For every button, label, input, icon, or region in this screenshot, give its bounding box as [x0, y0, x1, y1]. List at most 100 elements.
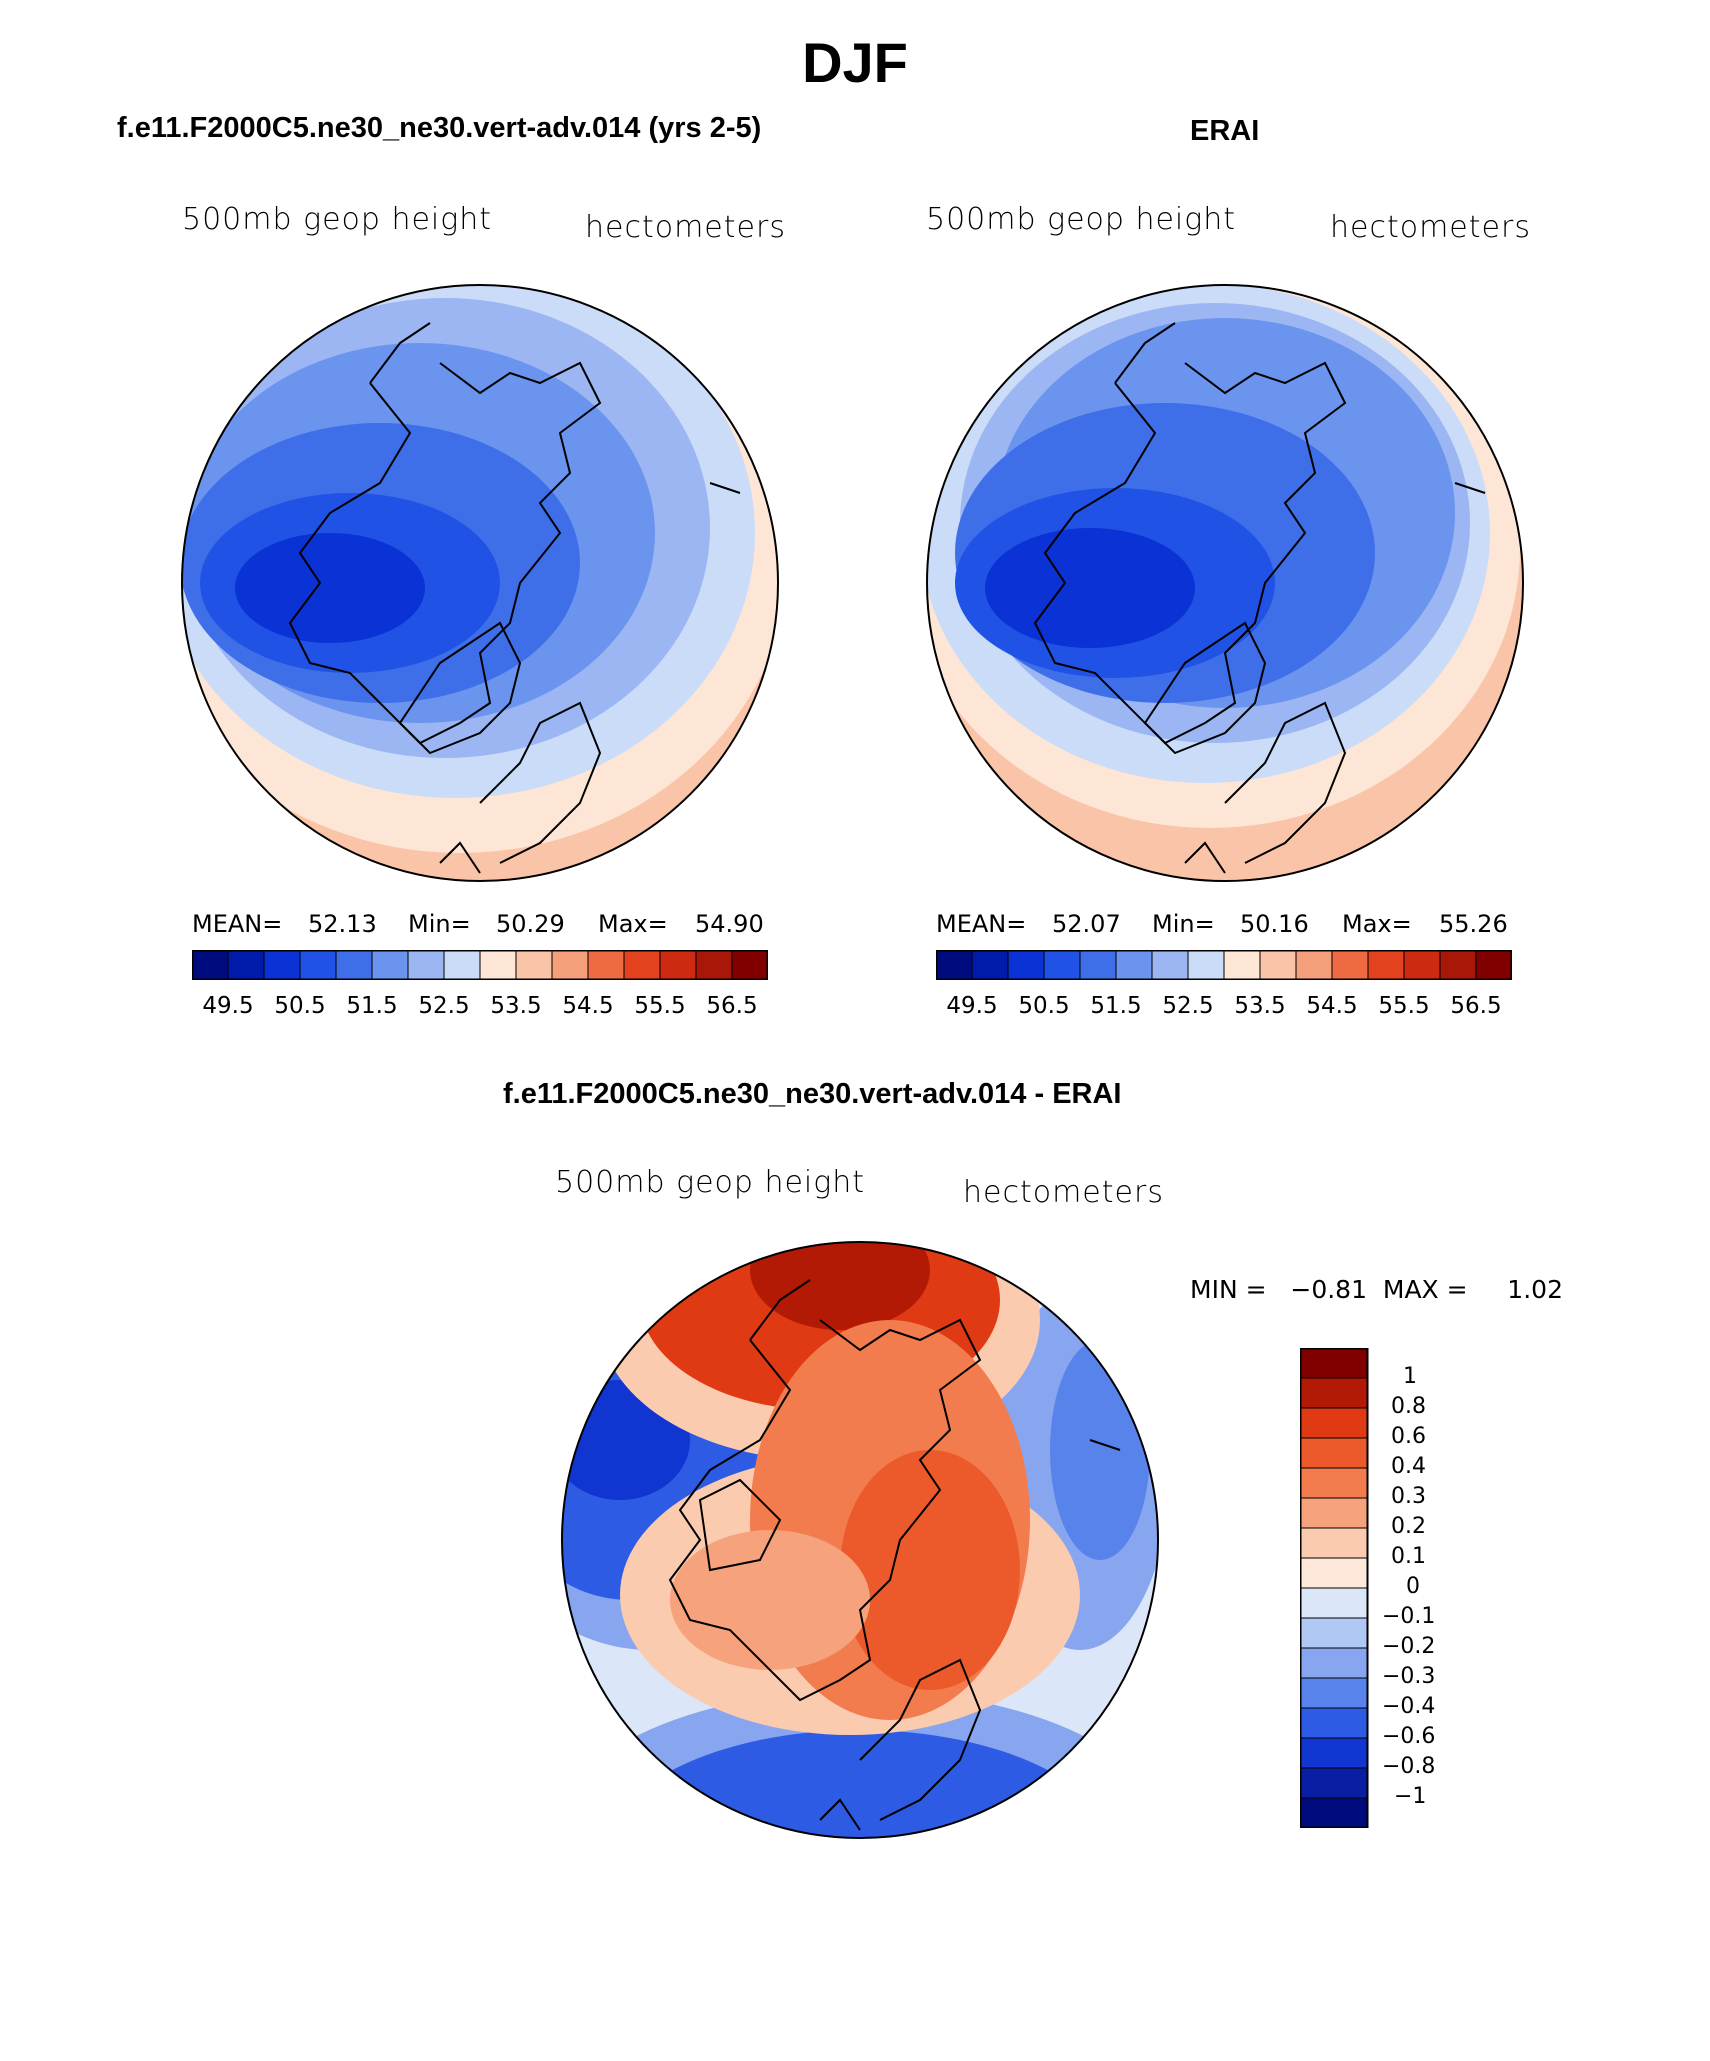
diff-colorbar-label: −0.4 [1382, 1694, 1436, 1719]
colorbar-swatch [936, 950, 973, 980]
model-colorbar-tick: 54.5 [562, 993, 614, 1019]
model-min-label: Min= [408, 910, 471, 938]
diff-contour-pos-greenland [670, 1530, 870, 1670]
diff-colorbar-label: 0.6 [1391, 1424, 1426, 1449]
model-mean-value: 52.13 [308, 910, 377, 938]
colorbar-swatch [1439, 950, 1477, 980]
diff-contour-neg-south-core [600, 1730, 1120, 1838]
colorbar-swatch [1300, 1348, 1369, 1379]
colorbar-swatch [335, 950, 373, 980]
diff-colorbar-label: 0.2 [1391, 1514, 1426, 1539]
colorbar-swatch [227, 950, 265, 980]
colorbar-swatch [695, 950, 733, 980]
colorbar-swatch [299, 950, 337, 980]
colorbar-swatch [192, 950, 229, 980]
colorbar-frame [1300, 1348, 1369, 1828]
erai-contour-fill-5000 [985, 528, 1195, 648]
colorbar-swatch [1300, 1797, 1369, 1828]
colorbar-swatch [1300, 1437, 1369, 1469]
model-contour-fill-5000 [235, 533, 425, 643]
erai-colorbar-tick: 50.5 [1018, 993, 1070, 1019]
erai-colorbar-tick: 52.5 [1162, 993, 1214, 1019]
colorbar-swatch [1300, 1497, 1369, 1529]
diff-colorbar-label: −0.8 [1382, 1754, 1436, 1779]
model-colorbar-tick: 52.5 [418, 993, 470, 1019]
colorbar-swatch [1115, 950, 1153, 980]
colorbar-swatch [1300, 1557, 1369, 1589]
erai-min-value: 50.16 [1240, 910, 1309, 938]
colorbar-swatch [1300, 1707, 1369, 1739]
erai-mean-label: MEAN= [936, 910, 1027, 938]
colorbar-swatch [1187, 950, 1225, 980]
erai-panel-heading: ERAI [1190, 115, 1260, 147]
erai-colorbar-tick: 56.5 [1450, 993, 1502, 1019]
erai-min-label: Min= [1152, 910, 1215, 938]
erai-colorbar-tick: 55.5 [1378, 993, 1430, 1019]
colorbar-swatch [1300, 1677, 1369, 1709]
colorbar-swatch [1300, 1407, 1369, 1439]
colorbar-swatch [443, 950, 481, 980]
colorbar-frame [936, 950, 1512, 980]
colorbar-swatch [263, 950, 301, 980]
colorbar-swatch [659, 950, 697, 980]
colorbar-swatch [1367, 950, 1405, 980]
colorbar-swatch [1475, 950, 1512, 980]
diff-colorbar [1300, 1348, 1369, 1828]
diff-colorbar-label: 0.1 [1391, 1544, 1426, 1569]
diff-colorbar-label: 1 [1403, 1364, 1417, 1389]
erai-max-label: Max= [1342, 910, 1412, 938]
diff-coastlines [668, 1279, 1121, 1831]
model-colorbar-tick: 51.5 [346, 993, 398, 1019]
model-coastlines [288, 322, 741, 874]
diff-units-label: hectometers [963, 1175, 1164, 1210]
model-max-value: 54.90 [695, 910, 764, 938]
colorbar-swatch [1300, 1467, 1369, 1499]
figure-title: DJF [802, 31, 908, 94]
colorbar-swatch [371, 950, 409, 980]
model-polar-map [181, 284, 779, 882]
colorbar-swatch [1403, 950, 1441, 980]
diff-colorbar-label: 0.8 [1391, 1394, 1426, 1419]
diff-colorbar-label: −0.2 [1382, 1634, 1436, 1659]
colorbar-swatch [515, 950, 553, 980]
colorbar-swatch [731, 950, 768, 980]
erai-units-label: hectometers [1330, 210, 1531, 245]
erai-coastlines [1033, 322, 1486, 874]
model-colorbar-tick: 55.5 [634, 993, 686, 1019]
colorbar-swatch [1300, 1527, 1369, 1559]
colorbar-swatch [1007, 950, 1045, 980]
model-min-value: 50.29 [496, 910, 565, 938]
model-mean-label: MEAN= [192, 910, 283, 938]
colorbar-swatch [971, 950, 1009, 980]
colorbar-swatch [1079, 950, 1117, 980]
colorbar-swatch [1223, 950, 1261, 980]
model-max-label: Max= [598, 910, 668, 938]
colorbar-swatch [551, 950, 589, 980]
model-colorbar-tick: 53.5 [490, 993, 542, 1019]
diff-colorbar-label: −0.1 [1382, 1604, 1436, 1629]
model-colorbar [192, 950, 768, 980]
colorbar-swatch [1300, 1377, 1369, 1409]
diff-colorbar-label: −0.3 [1382, 1664, 1436, 1689]
colorbar-swatch [479, 950, 517, 980]
diff-colorbar-label: 0.4 [1391, 1454, 1426, 1479]
diff-colorbar-label: −1 [1394, 1784, 1427, 1809]
diff-panel-heading: f.e11.F2000C5.ne30_ne30.vert-adv.014 - E… [503, 1078, 1122, 1110]
diff-contour-pos-central-core [840, 1450, 1020, 1690]
erai-colorbar-tick: 49.5 [946, 993, 998, 1019]
colorbar-swatch [623, 950, 661, 980]
diff-contour-neg-east-core [1050, 1340, 1150, 1560]
diff-variable-label: 500mb geop height [555, 1165, 866, 1200]
model-colorbar-tick: 56.5 [706, 993, 758, 1019]
model-panel-heading: f.e11.F2000C5.ne30_ne30.vert-adv.014 (yr… [117, 112, 762, 144]
colorbar-swatch [1300, 1617, 1369, 1649]
colorbar-swatch [1043, 950, 1081, 980]
colorbar-swatch [587, 950, 625, 980]
model-units-label: hectometers [585, 210, 786, 245]
diff-colorbar-label: 0.3 [1391, 1484, 1426, 1509]
colorbar-swatch [1151, 950, 1189, 980]
colorbar-swatch [1259, 950, 1297, 980]
colorbar-swatch [1295, 950, 1333, 980]
colorbar-swatch [1300, 1587, 1369, 1619]
erai-colorbar [936, 950, 1512, 980]
